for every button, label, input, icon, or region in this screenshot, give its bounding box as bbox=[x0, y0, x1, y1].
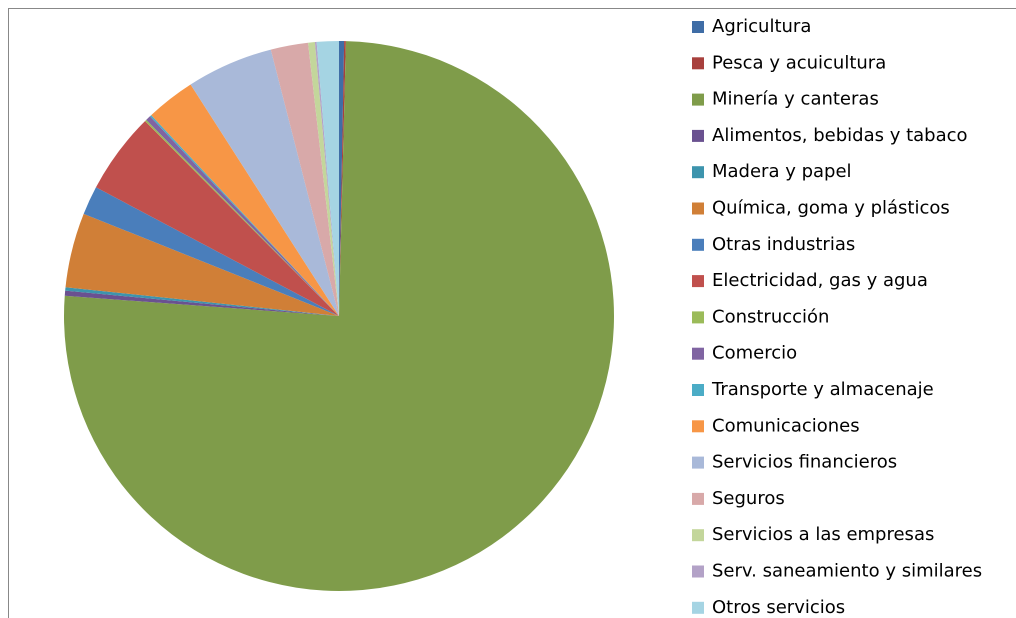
pie-slice bbox=[64, 290, 339, 316]
legend-label: Otros servicios bbox=[712, 597, 845, 618]
legend-swatch bbox=[692, 347, 704, 360]
legend-swatch bbox=[692, 420, 704, 433]
legend-label: Construcción bbox=[712, 306, 829, 327]
legend-swatch bbox=[692, 456, 704, 469]
legend-label: Comunicaciones bbox=[712, 415, 860, 436]
pie-slice bbox=[190, 49, 339, 317]
pie-slice bbox=[65, 287, 340, 316]
legend-label: Agricultura bbox=[712, 16, 811, 37]
pie-slice bbox=[146, 116, 339, 316]
legend-swatch bbox=[692, 492, 704, 505]
pie-slice bbox=[308, 42, 339, 316]
legend-swatch bbox=[692, 166, 704, 179]
pie-slice bbox=[270, 42, 339, 317]
legend-label: Otras industrias bbox=[712, 234, 855, 255]
legend-label: Transporte y almacenaje bbox=[711, 379, 934, 400]
pie-slice bbox=[339, 41, 345, 316]
pie-slice bbox=[95, 121, 339, 316]
pie-slice bbox=[145, 119, 339, 316]
pie-slice bbox=[314, 41, 339, 316]
pie-slice bbox=[63, 41, 614, 592]
legend-label: Minería y canteras bbox=[712, 89, 879, 110]
legend-label: Servicios a las empresas bbox=[712, 524, 934, 545]
pie-slice bbox=[83, 187, 339, 316]
legend-label: Alimentos, bebidas y tabaco bbox=[712, 125, 968, 146]
legend-swatch bbox=[692, 21, 704, 33]
legend-swatch bbox=[692, 311, 704, 324]
pie-slice bbox=[339, 41, 346, 317]
legend-label: Servicios financieros bbox=[712, 452, 897, 473]
pie-slice bbox=[149, 115, 339, 317]
legend-label: Electricidad, gas y agua bbox=[712, 270, 928, 291]
legend-swatch bbox=[692, 57, 704, 70]
legend-swatch bbox=[692, 275, 704, 288]
legend-swatch bbox=[692, 384, 704, 396]
legend-label: Química, goma y plásticos bbox=[712, 198, 950, 219]
pie-slice bbox=[151, 84, 339, 317]
legend-swatch bbox=[692, 93, 704, 106]
legend-label: Comercio bbox=[712, 343, 797, 364]
legend-label: Seguros bbox=[712, 488, 785, 509]
legend-swatch bbox=[692, 202, 704, 215]
legend-swatch bbox=[692, 238, 704, 251]
legend-label: Serv. saneamiento y similares bbox=[712, 561, 982, 582]
legend-label: Pesca y acuicultura bbox=[712, 52, 886, 73]
pie-slice bbox=[316, 41, 339, 316]
legend-swatch bbox=[692, 565, 704, 578]
legend-swatch bbox=[692, 601, 704, 614]
legend-label: Madera y papel bbox=[712, 161, 852, 182]
pie-slice bbox=[65, 213, 340, 316]
legend-swatch bbox=[692, 529, 704, 542]
legend-swatch bbox=[692, 129, 704, 142]
